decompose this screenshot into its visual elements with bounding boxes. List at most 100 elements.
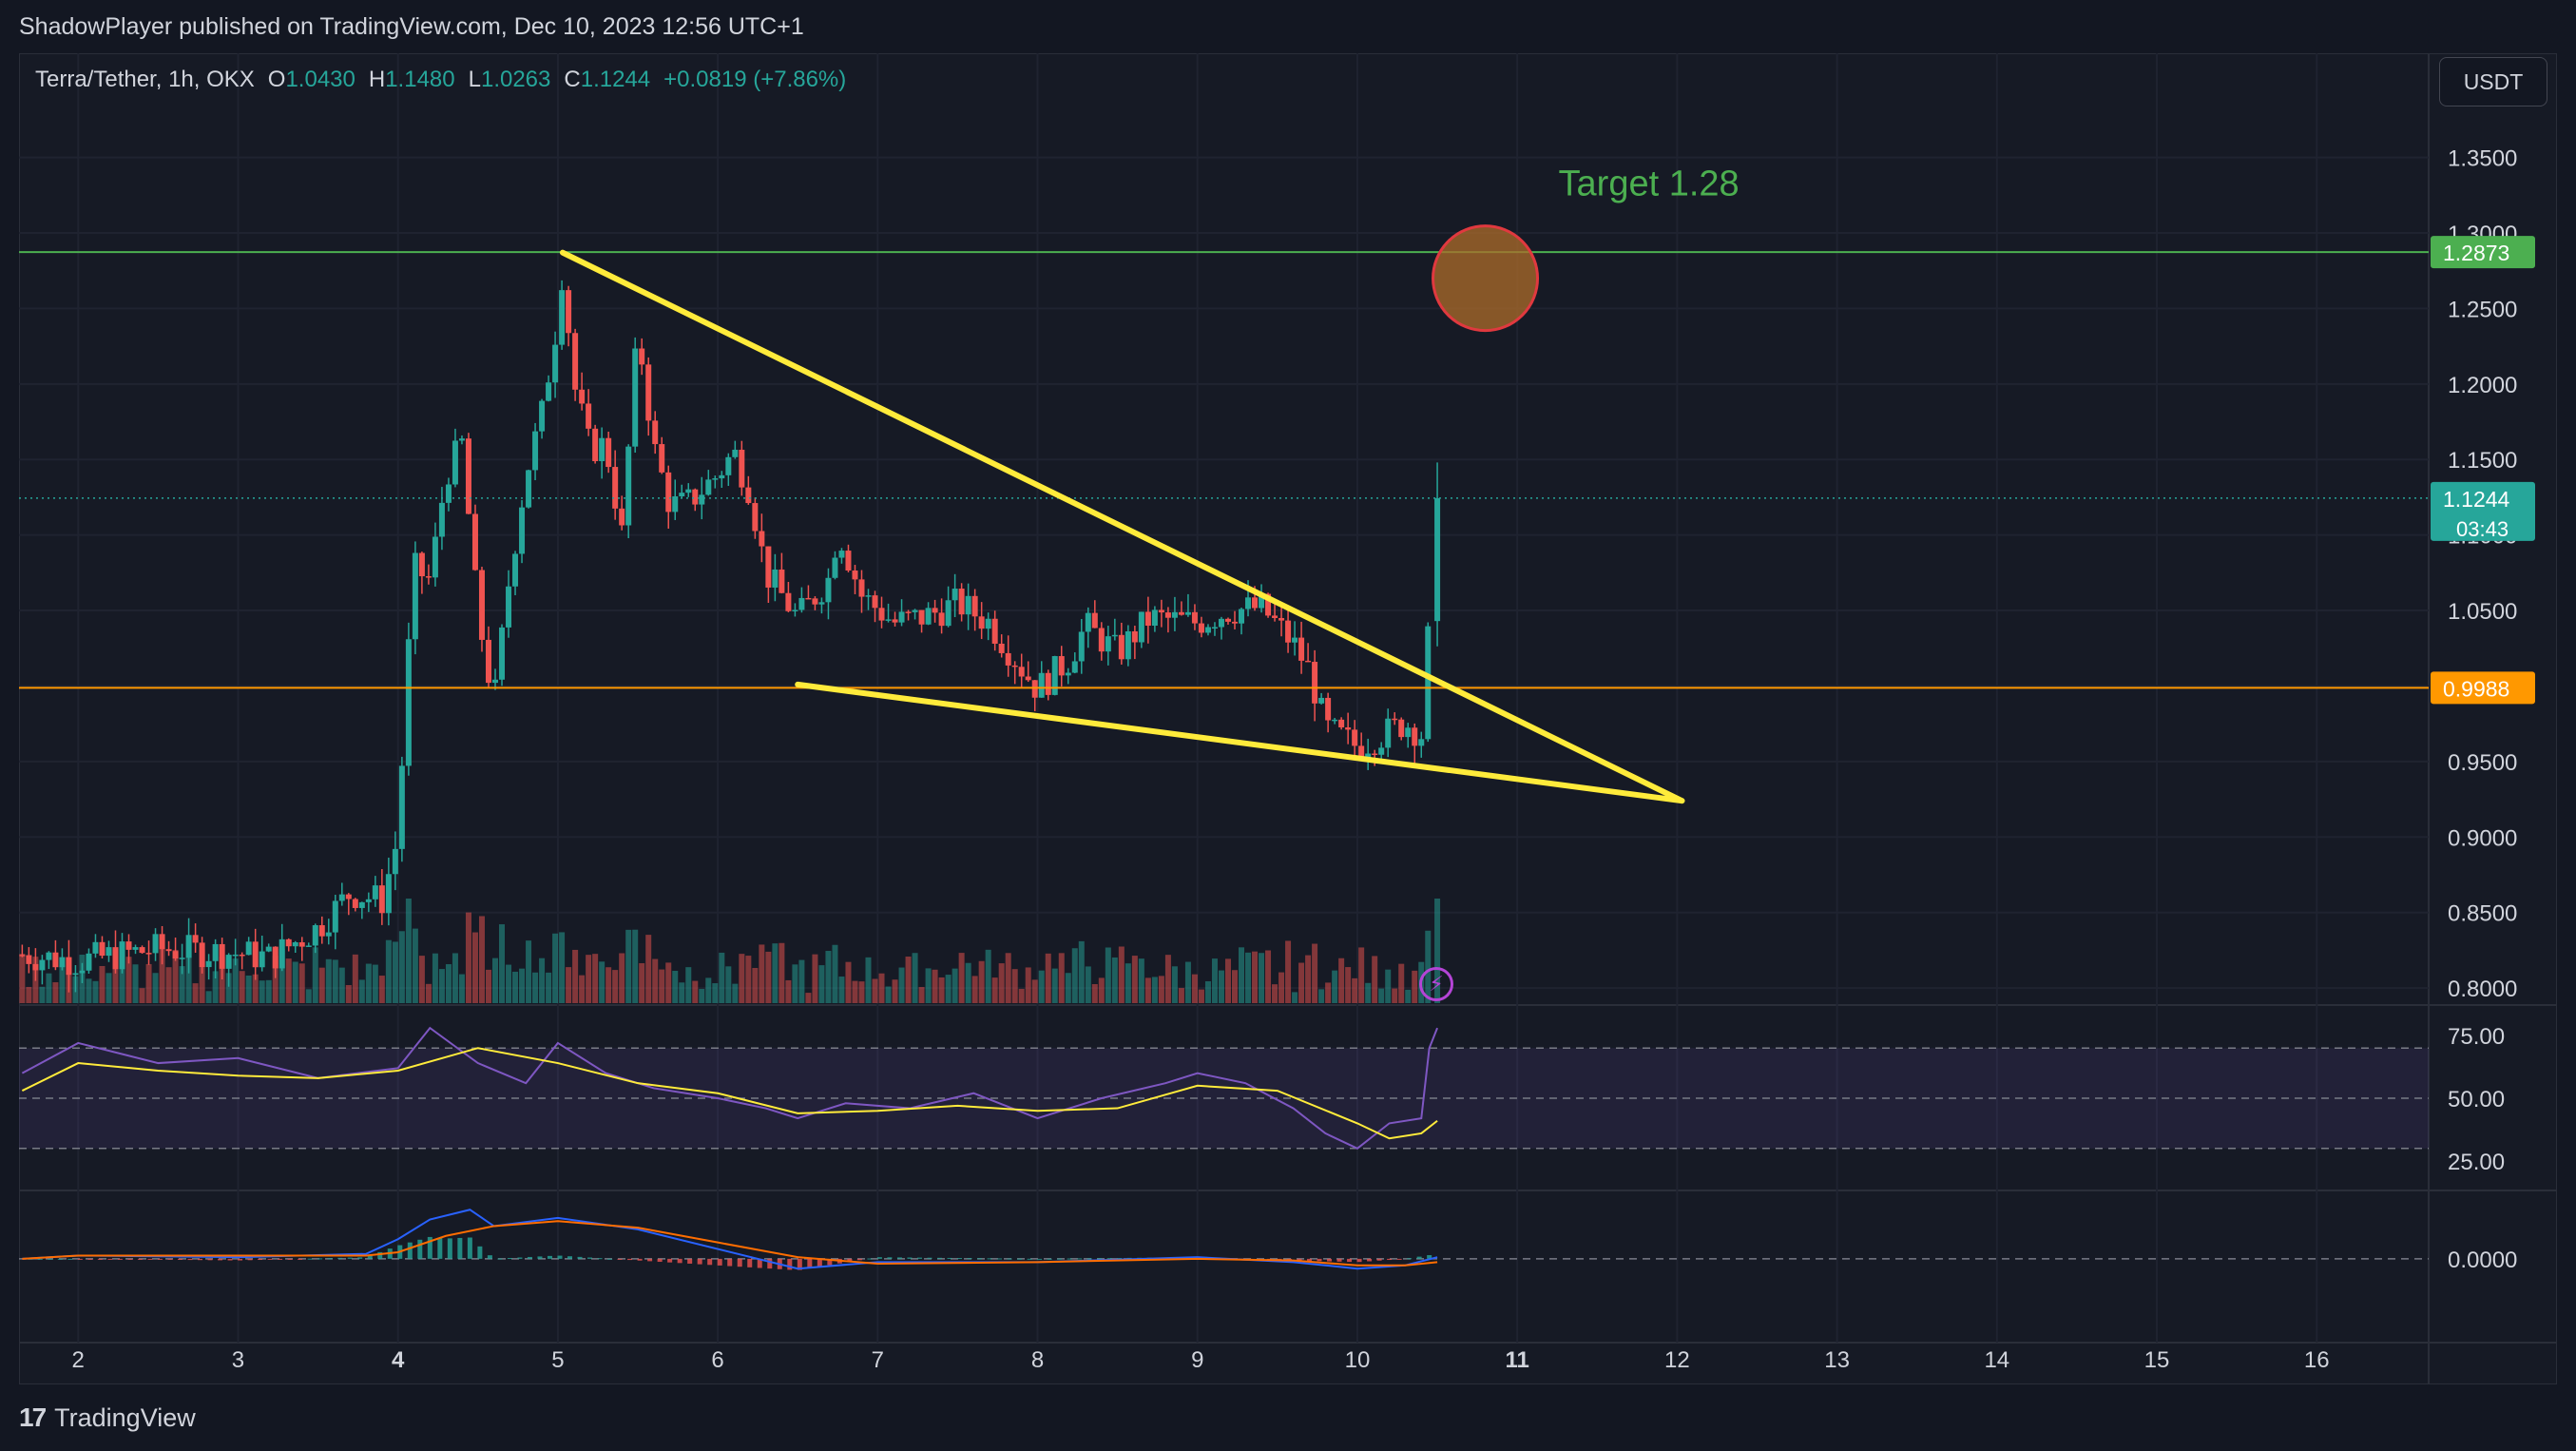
candle-body [1418, 739, 1425, 746]
close-value: 1.1244 [580, 67, 651, 92]
volume-bar [358, 979, 365, 1003]
volume-bar [19, 954, 26, 1003]
macd-histogram-bar [447, 1238, 452, 1259]
time-axis-tick: 6 [711, 1347, 723, 1373]
macd-series-macd [22, 1209, 1438, 1270]
candle-body [705, 479, 712, 495]
volume-bar [506, 964, 512, 1003]
volume-bar [1285, 940, 1292, 1003]
candle-body [739, 449, 745, 488]
volume-bar [779, 942, 785, 1003]
candle-body [785, 592, 792, 611]
candle-body [612, 467, 619, 509]
macd-axis-tick: 0.0000 [2448, 1248, 2517, 1273]
volume-bar [885, 986, 892, 1003]
candle-body [325, 932, 332, 937]
target-price-badge: 1.2873 [2443, 241, 2509, 265]
volume-bar [1158, 976, 1164, 1003]
macd-histogram-bar [1416, 1256, 1422, 1259]
candle-body [1085, 612, 1091, 632]
brand[interactable]: 17 TradingView [19, 1403, 196, 1433]
candle-body [832, 557, 838, 578]
macd-histogram-bar [767, 1258, 773, 1269]
candle-body [1031, 680, 1038, 698]
candle-body [592, 428, 599, 461]
macd-histogram-bar [1336, 1258, 1342, 1262]
macd-histogram-bar [707, 1258, 713, 1266]
candle-body [478, 570, 485, 640]
volume-bar [1358, 947, 1365, 1003]
candle-body [825, 577, 832, 603]
candle-body [1224, 618, 1231, 622]
candle-body [532, 431, 539, 471]
volume-bar [438, 969, 445, 1003]
macd-histogram-bar [1306, 1258, 1312, 1262]
candle-body [1245, 597, 1252, 609]
candle-body [1392, 718, 1398, 721]
time-axis-tick: 3 [232, 1347, 244, 1373]
lightning-icon[interactable]: ⚡ [1419, 967, 1453, 1001]
volume-bar [86, 978, 92, 1003]
volume-bar [692, 980, 699, 1003]
volume-bar [312, 947, 318, 1003]
volume-bar [378, 976, 385, 1003]
volume-bar [1352, 977, 1358, 1003]
macd-histogram-bar [817, 1258, 822, 1267]
macd-histogram-bar [77, 1258, 83, 1260]
volume-bar [398, 931, 405, 1003]
candle-body [1318, 697, 1325, 704]
candle-body [685, 489, 692, 493]
price-axis-tick: 0.8500 [2448, 901, 2517, 927]
target-label: Target 1.28 [1559, 164, 1740, 203]
candle-body [492, 679, 499, 684]
volume-bar [172, 950, 179, 1003]
candle-body [506, 586, 512, 628]
candle-body [59, 957, 66, 968]
symbol-name[interactable]: Terra/Tether, 1h, OKX [35, 67, 255, 92]
candle-body [885, 619, 892, 621]
candle-body [405, 639, 412, 766]
candle-body [639, 348, 645, 365]
macd-histogram-bar [97, 1258, 103, 1260]
volume-bar [752, 967, 759, 1003]
macd-histogram-bar [936, 1257, 942, 1259]
volume-bar [1038, 970, 1045, 1003]
time-axis-tick: 4 [392, 1347, 405, 1373]
macd-histogram-bar [947, 1257, 952, 1259]
volume-bar [1305, 955, 1312, 1003]
volume-bar [1298, 962, 1305, 1003]
currency-button[interactable]: USDT [2439, 57, 2547, 106]
macd-histogram-bar [1057, 1258, 1063, 1260]
chart-area[interactable] [19, 53, 2557, 1384]
volume-bar [298, 963, 305, 1003]
candle-body [225, 955, 232, 969]
candle-body [632, 348, 639, 447]
candle-body [625, 446, 632, 526]
candle-body [46, 952, 52, 960]
macd-histogram-bar [876, 1257, 882, 1259]
volume-bar [305, 989, 312, 1003]
target-price-badge-bg [2431, 236, 2535, 269]
candle-body [798, 597, 805, 610]
volume-bar [445, 964, 452, 1003]
volume-bar [405, 899, 412, 1003]
macd-histogram-bar [177, 1258, 183, 1260]
volume-bar [579, 975, 586, 1003]
volume-bar [272, 956, 279, 1003]
volume-bar [1204, 980, 1211, 1003]
volume-bar [838, 977, 845, 1003]
candle-body [139, 947, 145, 954]
macd-histogram-bar [617, 1258, 623, 1260]
macd-histogram-bar [467, 1237, 472, 1259]
candle-body [132, 947, 139, 950]
macd-histogram-bar [916, 1257, 922, 1259]
candle-body [1158, 609, 1164, 613]
high-label: H [368, 67, 386, 92]
volume-bar [205, 991, 212, 1003]
rsi-series-rsi_ma [21, 1047, 1438, 1140]
volume-bar [619, 953, 625, 1003]
volume-bar [512, 971, 519, 1003]
candle-body [292, 941, 298, 947]
time-axis-tick: 15 [2144, 1347, 2170, 1373]
